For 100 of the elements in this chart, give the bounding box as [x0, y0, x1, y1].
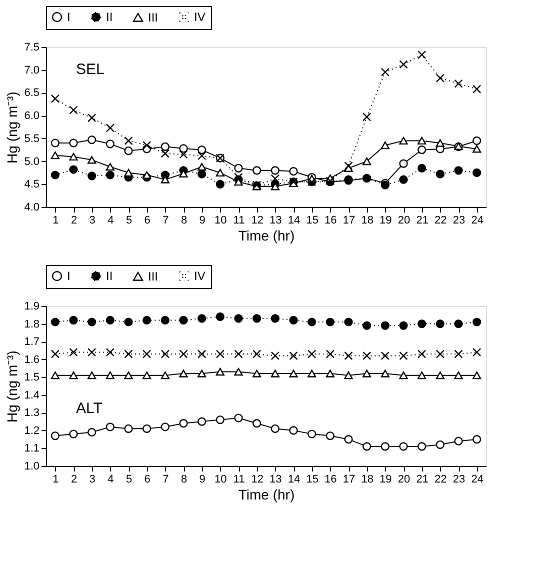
point: [344, 372, 353, 380]
point: [454, 436, 463, 446]
point: [69, 348, 78, 357]
point: [124, 168, 133, 177]
point: [124, 350, 133, 358]
point: [270, 424, 280, 433]
point: [124, 372, 133, 380]
point: [252, 166, 262, 175]
point: [69, 138, 78, 148]
point: [142, 372, 152, 380]
y-tick-label: 1.8: [24, 318, 40, 330]
x-tick-label: 23: [452, 214, 466, 226]
point: [50, 94, 60, 103]
x-tick-label: 11: [233, 214, 245, 226]
point: [289, 167, 298, 176]
point: [436, 139, 444, 147]
point: [289, 426, 298, 435]
point: [50, 431, 60, 440]
point: [418, 372, 426, 380]
point: [216, 368, 224, 376]
point: [198, 162, 206, 171]
y-tick-label: 1.9: [24, 300, 40, 312]
point: [216, 415, 224, 424]
x-tick-label: 17: [342, 214, 356, 226]
y-axis-title: Hg (ng m⁻³): [4, 350, 20, 422]
x-tick-label: 15: [306, 214, 318, 226]
x-axis-title: Time (hr): [238, 486, 295, 502]
point: [308, 350, 316, 358]
x-tick-label: 24: [471, 474, 484, 486]
x-tick-label: 21: [416, 214, 428, 226]
x-tick-label: 20: [398, 214, 410, 226]
point: [50, 170, 60, 180]
point: [362, 370, 372, 378]
point: [362, 442, 372, 451]
x-tick-label: 19: [380, 214, 392, 226]
point: [399, 136, 408, 145]
point: [50, 138, 60, 148]
point: [308, 318, 316, 326]
point: [454, 79, 463, 88]
legend-label: I: [67, 269, 70, 284]
point: [362, 321, 372, 330]
x-tick-label: 5: [126, 214, 132, 226]
point: [380, 321, 390, 330]
y-tick-label: 1.5: [24, 372, 40, 384]
point: [106, 422, 114, 432]
point: [106, 140, 114, 148]
point: [270, 166, 280, 175]
point: [380, 68, 390, 76]
y-tick-label: 1.2: [24, 424, 40, 437]
point: [50, 318, 60, 326]
x-tick-label: 22: [434, 474, 447, 486]
x-tick-label: 15: [306, 474, 318, 486]
point: [124, 146, 133, 156]
point: [362, 351, 372, 360]
point: [252, 314, 262, 323]
point: [124, 318, 133, 326]
point: [380, 141, 390, 150]
point: [418, 146, 426, 154]
point: [198, 314, 206, 323]
x-tick-label: 13: [270, 214, 282, 226]
x-tick-label: 3: [89, 474, 96, 486]
y-tick-label: 5.5: [24, 132, 40, 145]
point: [270, 314, 280, 323]
point: [179, 419, 188, 428]
point: [344, 351, 353, 360]
x-tick-label: 9: [199, 214, 206, 226]
point: [344, 435, 353, 444]
point: [124, 136, 133, 146]
point: [88, 372, 96, 380]
y-tick-label: 5.0: [24, 156, 40, 168]
y-tick-label: 4.5: [24, 178, 40, 191]
point: [472, 168, 482, 178]
point: [270, 370, 280, 378]
point: [252, 419, 262, 428]
x-tick-label: 11: [233, 474, 245, 486]
y-tick-label: 1.0: [24, 460, 40, 472]
point: [160, 422, 170, 432]
x-tick-label: 3: [89, 214, 96, 226]
point: [179, 144, 188, 153]
point: [179, 150, 188, 159]
point: [69, 316, 78, 325]
point: [289, 351, 298, 360]
point: [380, 442, 390, 451]
x-tick-label: 20: [398, 474, 410, 486]
point: [472, 136, 482, 146]
point: [252, 350, 262, 358]
point: [289, 370, 298, 378]
x-tick-label: 1: [52, 214, 59, 226]
point: [308, 370, 316, 378]
point: [142, 350, 152, 358]
x-tick-label: 12: [251, 214, 264, 226]
point: [436, 74, 444, 82]
point: [106, 170, 114, 180]
point: [216, 180, 224, 188]
point: [308, 430, 316, 438]
y-tick-label: 1.7: [24, 336, 40, 348]
point: [88, 318, 96, 326]
point: [88, 348, 96, 357]
point: [399, 175, 408, 184]
point: [418, 350, 426, 358]
